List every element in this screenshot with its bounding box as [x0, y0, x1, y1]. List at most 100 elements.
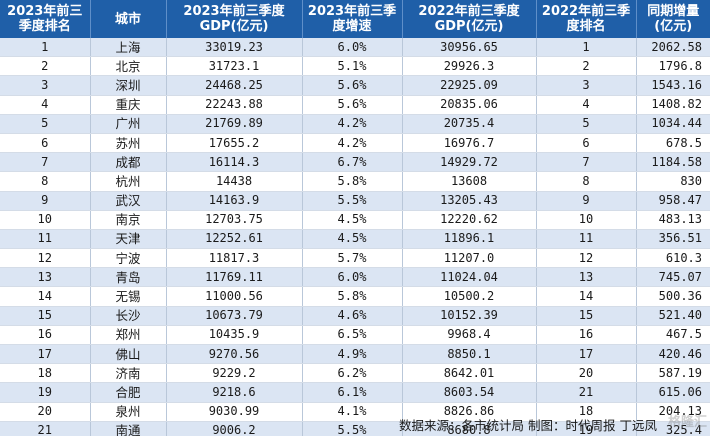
cell-rank-2023: 7	[0, 152, 91, 173]
header-increase: 同期增量(亿元)	[636, 0, 710, 38]
cell-increase: 1034.44	[636, 114, 710, 134]
cell-gdp-2023: 9218.6	[166, 382, 303, 403]
cell-gdp-2023: 12703.75	[166, 210, 303, 230]
cell-gdp-2023: 11769.11	[166, 267, 303, 288]
cell-rank-2022: 7	[536, 152, 637, 173]
watermark-logo: 格隆汇	[667, 415, 707, 430]
cell-growth-2023: 5.8%	[302, 286, 403, 307]
cell-rank-2023: 6	[0, 133, 91, 154]
cell-rank-2022: 17	[536, 344, 637, 365]
cell-increase: 958.47	[636, 191, 710, 211]
cell-rank-2023: 1	[0, 38, 91, 58]
cell-gdp-2022: 10152.39	[402, 306, 537, 326]
cell-growth-2023: 6.1%	[302, 382, 403, 403]
table-row: 14 无锡 11000.56 5.8% 10500.2 14 500.36	[0, 286, 710, 307]
cell-city: 宁波	[90, 248, 167, 269]
cell-gdp-2023: 9229.2	[166, 363, 303, 384]
cell-gdp-2022: 30956.65	[402, 38, 537, 58]
cell-rank-2022: 3	[536, 75, 637, 96]
cell-gdp-2022: 20735.4	[402, 114, 537, 134]
cell-city: 南通	[90, 421, 167, 436]
table-row: 17 佛山 9270.56 4.9% 8850.1 17 420.46	[0, 344, 710, 365]
cell-gdp-2023: 17655.2	[166, 133, 303, 154]
cell-city: 深圳	[90, 75, 167, 96]
table-row: 13 青岛 11769.11 6.0% 11024.04 13 745.07	[0, 267, 710, 288]
table-header-row: 2023年前三季度排名 城市 2023年前三季度GDP(亿元) 2023年前三季…	[0, 0, 710, 38]
cell-rank-2022: 11	[536, 229, 637, 250]
cell-rank-2023: 8	[0, 171, 91, 192]
table-row: 8 杭州 14438 5.8% 13608 8 830	[0, 171, 710, 192]
cell-growth-2023: 5.6%	[302, 95, 403, 115]
cell-rank-2023: 11	[0, 229, 91, 250]
cell-rank-2022: 4	[536, 95, 637, 115]
cell-rank-2023: 13	[0, 267, 91, 288]
cell-gdp-2022: 22925.09	[402, 75, 537, 96]
cell-increase: 1408.82	[636, 95, 710, 115]
cell-rank-2023: 20	[0, 402, 91, 422]
cell-gdp-2022: 9968.4	[402, 325, 537, 346]
cell-growth-2023: 4.1%	[302, 402, 403, 422]
cell-gdp-2022: 13205.43	[402, 191, 537, 211]
cell-rank-2023: 9	[0, 191, 91, 211]
cell-rank-2022: 10	[536, 210, 637, 230]
cell-rank-2023: 4	[0, 95, 91, 115]
header-gdp-2022: 2022年前三季度GDP(亿元)	[402, 0, 537, 38]
table-row: 18 济南 9229.2 6.2% 8642.01 20 587.19	[0, 363, 710, 384]
cell-increase: 356.51	[636, 229, 710, 250]
table-row: 15 长沙 10673.79 4.6% 10152.39 15 521.40	[0, 306, 710, 326]
table-row: 3 深圳 24468.25 5.6% 22925.09 3 1543.16	[0, 75, 710, 96]
cell-rank-2023: 2	[0, 56, 91, 77]
cell-gdp-2023: 24468.25	[166, 75, 303, 96]
header-growth-2023: 2023年前三季度增速	[302, 0, 403, 38]
cell-gdp-2023: 33019.23	[166, 38, 303, 58]
cell-rank-2023: 18	[0, 363, 91, 384]
table-row: 16 郑州 10435.9 6.5% 9968.4 16 467.5	[0, 325, 710, 346]
cell-gdp-2022: 14929.72	[402, 152, 537, 173]
cell-increase: 830	[636, 171, 710, 192]
cell-rank-2023: 21	[0, 421, 91, 436]
cell-rank-2022: 1	[536, 38, 637, 58]
cell-increase: 420.46	[636, 344, 710, 365]
cell-rank-2022: 14	[536, 286, 637, 307]
cell-city: 广州	[90, 114, 167, 134]
cell-gdp-2023: 21769.89	[166, 114, 303, 134]
cell-increase: 1543.16	[636, 75, 710, 96]
cell-growth-2023: 6.5%	[302, 325, 403, 346]
cell-rank-2022: 15	[536, 306, 637, 326]
cell-increase: 483.13	[636, 210, 710, 230]
cell-increase: 745.07	[636, 267, 710, 288]
table-row: 21 南通 9006.2 5.5% 8680.8 19 325.4	[0, 421, 710, 436]
table-row: 10 南京 12703.75 4.5% 12220.62 10 483.13	[0, 210, 710, 230]
cell-growth-2023: 5.7%	[302, 248, 403, 269]
cell-growth-2023: 6.0%	[302, 267, 403, 288]
cell-growth-2023: 5.1%	[302, 56, 403, 77]
table-row: 20 泉州 9030.99 4.1% 8826.86 18 204.13	[0, 402, 710, 422]
cell-gdp-2022: 16976.7	[402, 133, 537, 154]
cell-gdp-2022: 11896.1	[402, 229, 537, 250]
cell-gdp-2022: 8826.86	[402, 402, 537, 422]
cell-gdp-2023: 10673.79	[166, 306, 303, 326]
table-row: 19 合肥 9218.6 6.1% 8603.54 21 615.06	[0, 382, 710, 403]
cell-gdp-2023: 31723.1	[166, 56, 303, 77]
cell-gdp-2022: 8680.8	[402, 421, 537, 436]
cell-growth-2023: 5.6%	[302, 75, 403, 96]
cell-increase: 467.5	[636, 325, 710, 346]
table-row: 5 广州 21769.89 4.2% 20735.4 5 1034.44	[0, 114, 710, 134]
cell-rank-2022: 19	[536, 421, 637, 436]
cell-increase: 204.13	[636, 402, 710, 422]
table-row: 11 天津 12252.61 4.5% 11896.1 11 356.51	[0, 229, 710, 250]
cell-growth-2023: 5.8%	[302, 171, 403, 192]
cell-rank-2022: 13	[536, 267, 637, 288]
cell-gdp-2022: 11207.0	[402, 248, 537, 269]
cell-rank-2023: 10	[0, 210, 91, 230]
cell-rank-2023: 12	[0, 248, 91, 269]
cell-gdp-2023: 11817.3	[166, 248, 303, 269]
cell-rank-2023: 17	[0, 344, 91, 365]
cell-rank-2022: 2	[536, 56, 637, 77]
cell-city: 杭州	[90, 171, 167, 192]
cell-increase: 587.19	[636, 363, 710, 384]
cell-rank-2023: 15	[0, 306, 91, 326]
table-row: 9 武汉 14163.9 5.5% 13205.43 9 958.47	[0, 191, 710, 211]
cell-gdp-2022: 8642.01	[402, 363, 537, 384]
table-body: 1 上海 33019.23 6.0% 30956.65 1 2062.58 2 北京 31723.…	[0, 38, 710, 436]
